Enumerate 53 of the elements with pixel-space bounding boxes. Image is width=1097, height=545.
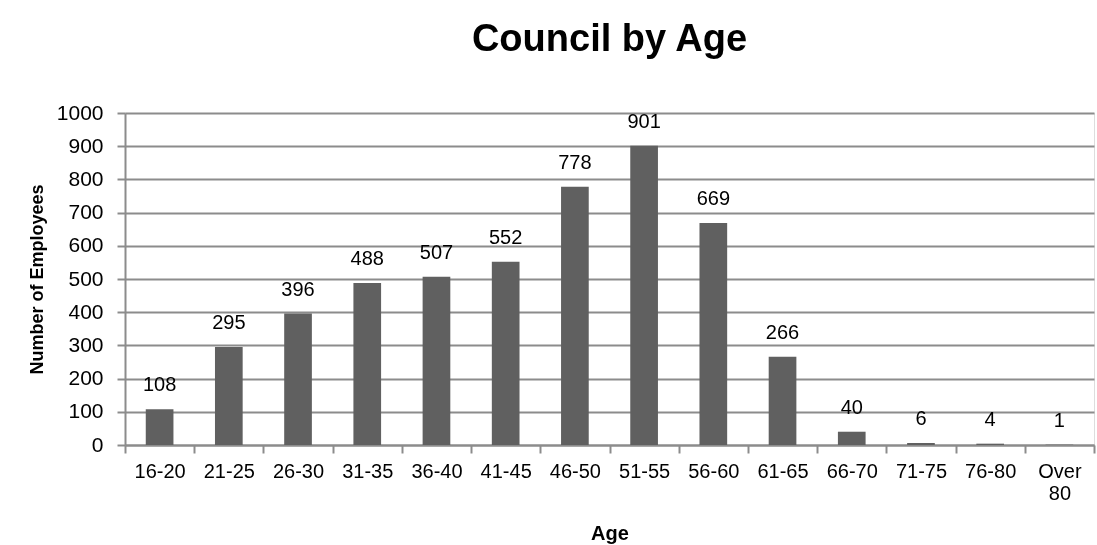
y-tick-label: 200 (68, 366, 104, 390)
data-label: 778 (558, 150, 592, 173)
bar (422, 276, 451, 445)
data-label: 4 (984, 407, 996, 430)
bar (145, 409, 174, 445)
x-tick-label: 56-60 (688, 459, 740, 482)
y-tick-label: 700 (68, 200, 104, 224)
data-label: 266 (765, 320, 800, 343)
x-tick-label: 36-40 (411, 459, 463, 482)
bar (561, 186, 589, 445)
bar (214, 347, 243, 445)
data-label: 6 (915, 407, 927, 430)
y-axis-title: Number of Employees (26, 184, 47, 375)
y-tick-label: 0 (91, 432, 104, 456)
x-tick-label: 76-80 (965, 459, 1017, 482)
bar (353, 282, 382, 445)
data-label: 901 (627, 109, 661, 132)
x-tick-label: 51-55 (619, 459, 671, 482)
bar (284, 313, 312, 445)
bar (699, 222, 728, 445)
y-tick-label: 300 (68, 332, 104, 356)
data-label: 507 (419, 240, 454, 263)
data-label: 669 (696, 186, 731, 209)
chart-title: Council by Age (471, 17, 748, 59)
x-tick-label: 61-65 (757, 459, 809, 482)
bar (768, 356, 797, 445)
y-tick-label: 500 (68, 266, 104, 290)
x-tick-label: 71-75 (895, 459, 948, 482)
data-label: 108 (142, 373, 177, 396)
x-tick-label: 31-35 (342, 459, 394, 482)
bar (837, 431, 866, 445)
x-axis-title: Age (591, 521, 629, 544)
data-label: 40 (840, 395, 863, 418)
x-tick-label: 26-30 (272, 459, 325, 482)
x-tick-label: 46-50 (549, 459, 601, 482)
data-label: 1 (1053, 408, 1065, 431)
y-tick-label: 100 (68, 399, 104, 423)
x-tick-label: 16-20 (134, 459, 186, 482)
y-tick-label: 400 (68, 299, 104, 323)
data-label: 552 (488, 225, 523, 248)
data-label: 295 (212, 311, 246, 334)
x-tick-label: Over 80 (1038, 459, 1082, 504)
y-tick-label: 600 (68, 233, 104, 257)
x-tick-label: 21-25 (203, 459, 255, 482)
data-label: 488 (350, 246, 384, 269)
x-tick-label: 41-45 (480, 459, 532, 482)
y-tick-label: 900 (68, 133, 104, 157)
x-tick-label: 66-70 (826, 459, 878, 482)
bar (491, 261, 520, 445)
data-label: 396 (281, 277, 315, 300)
bar (630, 145, 658, 445)
y-tick-label: 1000 (56, 100, 104, 124)
y-tick-label: 800 (68, 166, 104, 190)
